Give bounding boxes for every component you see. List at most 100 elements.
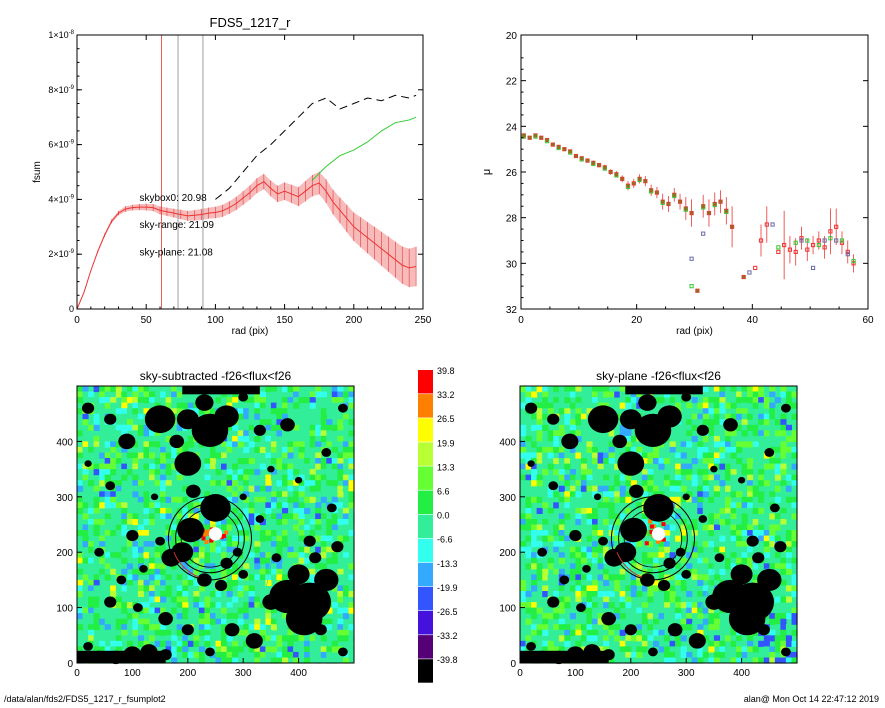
heatmap-cell xyxy=(77,574,84,581)
heatmap-cell xyxy=(259,568,266,575)
heatmap-cell xyxy=(254,579,261,586)
heatmap-cell xyxy=(747,557,754,564)
heatmap-cell xyxy=(104,629,111,636)
heatmap-cell xyxy=(215,640,222,647)
heatmap-cell xyxy=(785,541,792,548)
heatmap-cell xyxy=(780,391,787,398)
colorbar-swatch xyxy=(418,659,433,683)
heatmap-cell xyxy=(226,480,233,487)
heatmap-cell xyxy=(575,480,582,487)
heatmap-cell xyxy=(237,585,244,592)
heatmap-cell xyxy=(342,629,349,636)
heatmap-cell xyxy=(747,491,754,498)
heatmap-cell xyxy=(708,435,715,442)
heatmap-cell xyxy=(348,574,355,581)
heatmap-cell xyxy=(149,607,156,614)
heatmap-cell xyxy=(115,480,122,487)
heatmap-cell xyxy=(348,391,355,398)
heatmap-cell xyxy=(791,413,798,420)
heatmap-cell xyxy=(248,441,255,448)
heatmap-cell xyxy=(193,607,200,614)
heatmap-cell xyxy=(309,463,316,470)
heatmap-cell xyxy=(669,607,676,614)
heatmap-cell xyxy=(780,469,787,476)
heatmap-cell xyxy=(647,446,654,453)
colorbar-label: -26.5 xyxy=(437,607,458,617)
heatmap-cell xyxy=(154,552,161,559)
heatmap-cell xyxy=(597,397,604,404)
aperture-ring-outer xyxy=(610,496,696,581)
mu-point-0 xyxy=(643,179,648,184)
heatmap-cell xyxy=(658,574,665,581)
heatmap-cell xyxy=(93,507,100,514)
heatmap-cell xyxy=(104,552,111,559)
heatmap-cell xyxy=(719,546,726,553)
heatmap-cell xyxy=(619,602,626,609)
heatmap-cell xyxy=(664,391,671,398)
heatmap-cell xyxy=(625,657,632,664)
heatmap-cell xyxy=(182,435,189,442)
heatmap-cell xyxy=(348,430,355,437)
heatmap-cell xyxy=(270,402,277,409)
heatmap-cell xyxy=(641,519,648,526)
heatmap-cell xyxy=(730,513,737,520)
heatmap-cell xyxy=(736,458,743,465)
heatmap-cell xyxy=(88,507,95,514)
heatmap-cell xyxy=(237,430,244,437)
heatmap-cell xyxy=(769,541,776,548)
heatmap-cell xyxy=(785,613,792,620)
heatmap-cell xyxy=(182,391,189,398)
heatmap-cell xyxy=(641,463,648,470)
heatmap-cell xyxy=(248,557,255,564)
heatmap-cell xyxy=(647,541,654,548)
heatmap-cell xyxy=(232,435,239,442)
heatmap-cell xyxy=(619,591,626,598)
heatmap-cell xyxy=(171,629,178,636)
heatmap-cell xyxy=(126,602,133,609)
heatmap-cell xyxy=(149,452,156,459)
mu-point-0 xyxy=(654,190,660,195)
heatmap-cell xyxy=(791,618,798,625)
heatmap-cell xyxy=(337,474,344,481)
heatmap-cell xyxy=(536,496,543,503)
heatmap-cell xyxy=(265,469,272,476)
heatmap-cell xyxy=(337,568,344,575)
heatmap-cell xyxy=(553,458,560,465)
heatmap-cell xyxy=(171,596,178,603)
heatmap-cell xyxy=(348,474,355,481)
heatmap-cell xyxy=(198,546,205,553)
heatmap-cell xyxy=(791,585,798,592)
mask-blob xyxy=(667,623,683,637)
heatmap-cell xyxy=(210,463,217,470)
heatmap-cell xyxy=(331,463,338,470)
heatmap-cell xyxy=(569,469,576,476)
heatmap-cell xyxy=(608,524,615,531)
heatmap-cell xyxy=(265,541,272,548)
heatmap-cell xyxy=(536,413,543,420)
heatmap-cell xyxy=(697,618,704,625)
heatmap-cell xyxy=(575,596,582,603)
heatmap-cell xyxy=(653,391,660,398)
heatmap-cell xyxy=(658,602,665,609)
mask-blob xyxy=(214,579,228,591)
heatmap-cell xyxy=(636,441,643,448)
heatmap-cell xyxy=(592,629,599,636)
heatmap-cell xyxy=(785,530,792,537)
heatmap-cell xyxy=(348,607,355,614)
heatmap-cell xyxy=(115,563,122,570)
heatmap-cell xyxy=(625,635,632,642)
heatmap-cell xyxy=(558,397,565,404)
heatmap-cell xyxy=(592,596,599,603)
mu-point-overlap xyxy=(580,156,584,160)
mask-blob xyxy=(255,515,265,523)
heatmap-cell xyxy=(669,441,676,448)
heatmap-cell xyxy=(232,524,239,531)
heatmap-cell xyxy=(293,480,300,487)
heatmap-cell xyxy=(88,563,95,570)
heatmap-cell xyxy=(337,579,344,586)
heatmap-cell xyxy=(741,651,748,658)
heatmap-cell xyxy=(93,646,100,653)
heatmap-cell xyxy=(592,591,599,598)
heatmap-cell xyxy=(630,435,637,442)
heatmap-cell xyxy=(210,602,217,609)
